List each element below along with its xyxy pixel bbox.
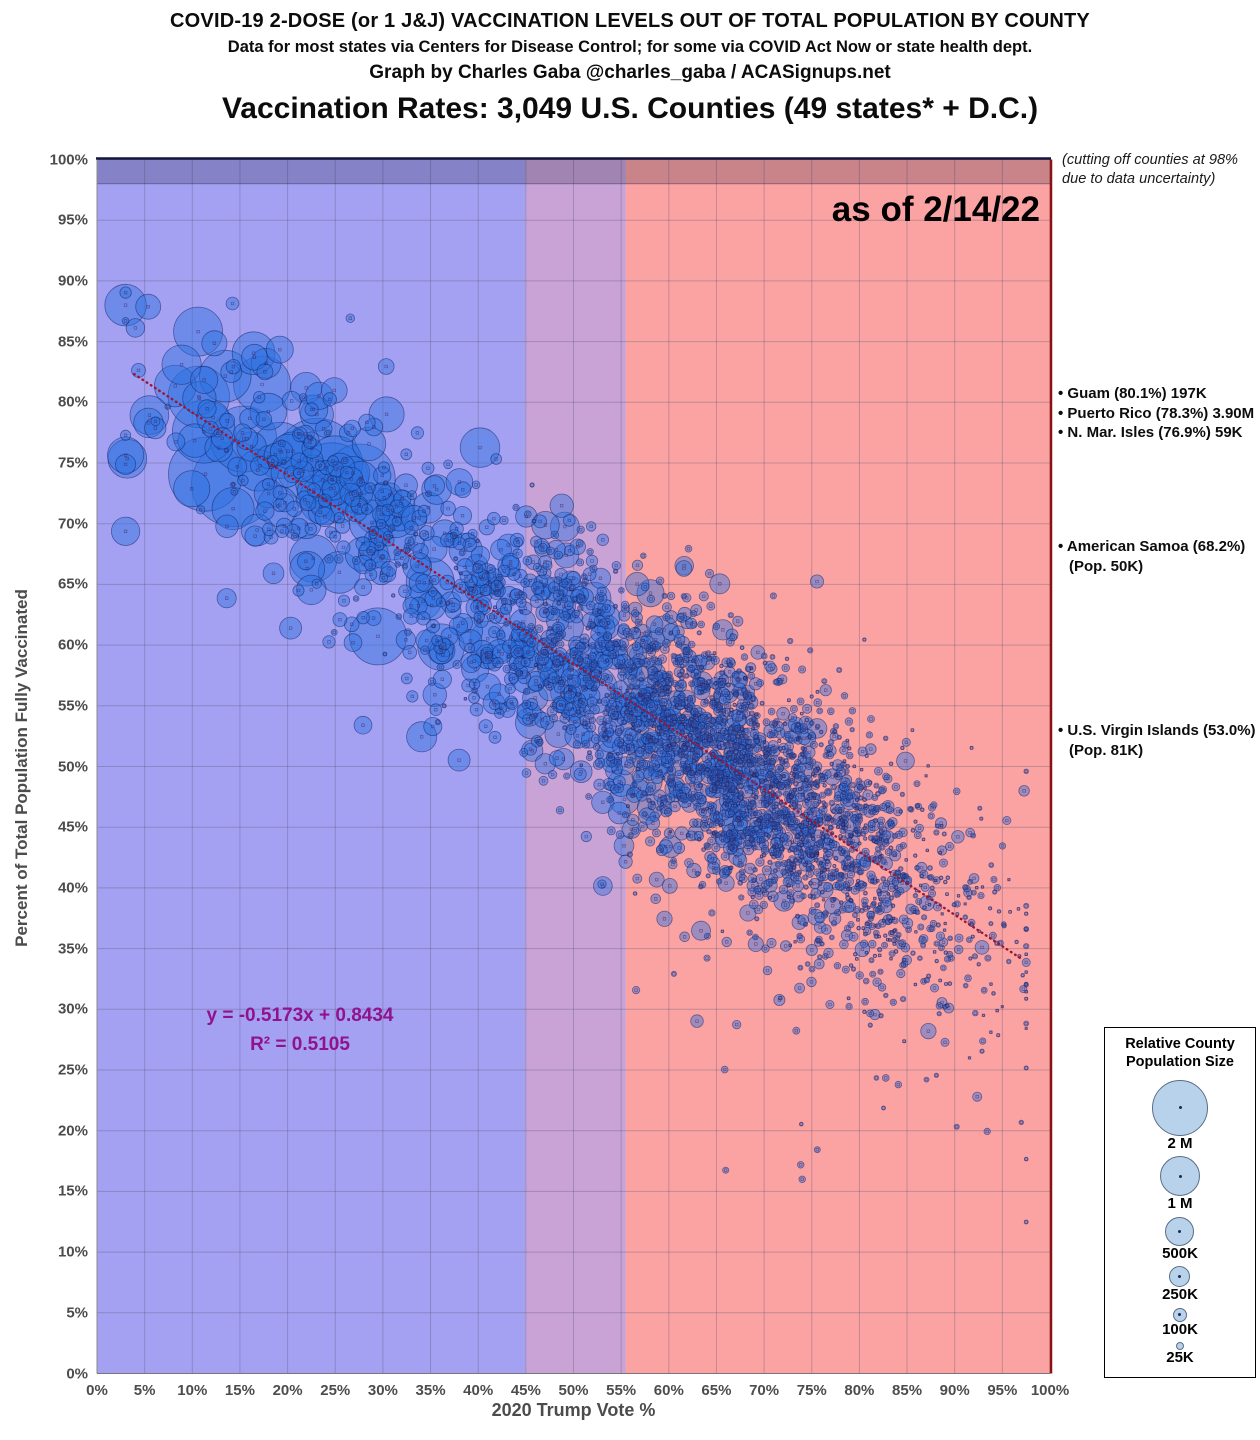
legend-item-label: 2 M	[1167, 1134, 1193, 1152]
legend-bubble-center-dot	[1178, 1313, 1182, 1317]
legend-item: 1 M	[1160, 1156, 1200, 1212]
county-bubbles	[104, 283, 1031, 1225]
x-tick-label: 85%	[892, 1382, 923, 1399]
y-tick-label: 95%	[57, 211, 88, 229]
y-tick-label: 55%	[57, 697, 88, 715]
y-tick-label: 10%	[57, 1243, 88, 1261]
legend-item: 250K	[1162, 1266, 1198, 1303]
y-tick-label: 35%	[57, 940, 88, 958]
x-tick-label: 100%	[1030, 1382, 1070, 1399]
cutoff-note: (cutting off counties at 98% due to data…	[1062, 151, 1258, 189]
cutoff-note-line2: due to data uncertainty)	[1062, 171, 1216, 187]
n-mar-isles-annotation: • N. Mar. Isles (76.9%) 59K	[1058, 424, 1243, 441]
regression-r-squared: R² = 0.5105	[250, 1034, 350, 1055]
x-tick-label: 5%	[133, 1382, 156, 1399]
legend-bubble-center-dot	[1178, 1174, 1182, 1178]
x-tick-label: 45%	[510, 1382, 541, 1399]
x-tick-label: 20%	[272, 1382, 303, 1399]
legend-bubble-center-dot	[1178, 1229, 1182, 1233]
title-line-1: COVID-19 2-DOSE (or 1 J&J) VACCINATION L…	[170, 10, 1090, 32]
x-tick-label: 35%	[415, 1382, 446, 1399]
y-tick-label: 100%	[49, 151, 88, 168]
page-title: Vaccination Rates: 3,049 U.S. Counties (…	[221, 92, 1039, 125]
legend-item: 2 M	[1152, 1079, 1208, 1152]
cutoff-band-overlay	[97, 159, 1050, 184]
title-line-3-credit: Graph by Charles Gaba @charles_gaba / AC…	[369, 62, 891, 83]
legend-bubble-icon	[1169, 1266, 1191, 1288]
y-tick-label: 80%	[57, 393, 88, 411]
legend-item: 100K	[1162, 1307, 1198, 1338]
y-tick-label: 0%	[66, 1365, 88, 1382]
american-samoa-annotation: • American Samoa (68.2%) (Pop. 50K)	[1058, 538, 1246, 575]
as-of-date-label: as of 2/14/22	[831, 190, 1040, 229]
x-tick-label: 75%	[796, 1382, 827, 1399]
legend-bubble-icon	[1152, 1079, 1208, 1136]
x-tick-label: 50%	[558, 1382, 589, 1399]
x-tick-label: 90%	[939, 1382, 970, 1399]
x-tick-label: 10%	[177, 1382, 208, 1399]
x-axis-tick-labels: 0% 5% 10% 15% 20% 25% 30% 35% 40% 45% 50% 55% 60% 65%…	[0, 1382, 1260, 1404]
legend-bubble-center-dot	[1178, 1106, 1182, 1110]
regression-label: y = -0.5173x + 0.8434 R² = 0.5105	[150, 1001, 450, 1059]
plot-border	[96, 157, 1053, 1374]
territories-annotation: • Guam (80.1%) 197K • Puerto Rico (78.3%…	[1058, 384, 1258, 443]
legend-bubble-icon	[1165, 1216, 1195, 1246]
y-tick-label: 30%	[57, 1000, 88, 1018]
x-axis-title: 2020 Trump Vote %	[491, 1400, 656, 1420]
regression-equation: y = -0.5173x + 0.8434	[206, 1005, 394, 1026]
legend-item-label: 100K	[1162, 1320, 1198, 1338]
cutoff-note-line1: (cutting off counties at 98%	[1062, 152, 1239, 168]
legend-bubble-icon	[1160, 1156, 1200, 1197]
y-tick-label: 25%	[57, 1061, 88, 1079]
x-tick-label: 25%	[320, 1382, 351, 1399]
y-tick-label: 45%	[57, 818, 88, 836]
y-tick-label: 65%	[57, 575, 88, 593]
y-tick-label: 60%	[57, 636, 88, 654]
y-tick-label: 90%	[57, 272, 88, 290]
legend-bubble-icon	[1176, 1342, 1184, 1351]
y-tick-label: 70%	[57, 515, 88, 533]
x-tick-label: 70%	[749, 1382, 780, 1399]
x-tick-label: 80%	[844, 1382, 875, 1399]
y-tick-label: 5%	[66, 1304, 88, 1322]
legend-item: 25K	[1166, 1342, 1194, 1366]
title-line-2: Data for most states via Centers for Dis…	[227, 38, 1033, 56]
blue-region-band	[97, 159, 526, 1374]
legend-title: Relative County Population Size	[1125, 1036, 1235, 1070]
y-tick-label: 50%	[57, 758, 88, 775]
y-tick-label: 40%	[57, 879, 88, 897]
legend-item: 500K	[1162, 1216, 1198, 1262]
county-point-markers	[123, 290, 1028, 1224]
legend-item-label: 25K	[1166, 1349, 1194, 1367]
x-tick-label: 0%	[86, 1382, 108, 1399]
legend-items: 2 M 1 M 500K 250K 100K 25K	[1105, 1071, 1255, 1377]
x-tick-label: 65%	[701, 1382, 732, 1399]
legend-bubble-icon	[1172, 1307, 1187, 1322]
legend-item-label: 1 M	[1167, 1195, 1193, 1213]
y-tick-label: 20%	[57, 1122, 88, 1140]
legend-item-label: 500K	[1162, 1244, 1198, 1262]
x-tick-label: 95%	[987, 1382, 1018, 1399]
x-tick-label: 15%	[224, 1382, 255, 1399]
y-axis-tick-labels: 100% 95% 90% 85% 80% 75% 70% 65% 60% 55% 50% 45% 40%…	[0, 0, 88, 1440]
usvi-annotation: • U.S. Virgin Islands (53.0%) (Pop. 81K)	[1058, 722, 1256, 759]
legend-item-label: 250K	[1162, 1286, 1198, 1304]
y-tick-label: 15%	[57, 1182, 88, 1200]
puerto-rico-annotation: • Puerto Rico (78.3%) 3.90M	[1058, 404, 1255, 422]
x-tick-label: 55%	[606, 1382, 637, 1399]
guam-annotation: • Guam (80.1%) 197K	[1058, 385, 1207, 402]
bubble-size-legend: Relative County Population Size 2 M 1 M 50…	[1104, 1027, 1256, 1378]
y-tick-label: 75%	[57, 454, 88, 472]
x-tick-label: 40%	[463, 1382, 494, 1399]
legend-bubble-center-dot	[1178, 1275, 1182, 1279]
x-tick-label: 30%	[367, 1382, 398, 1399]
x-tick-label: 60%	[653, 1382, 684, 1399]
y-tick-label: 85%	[57, 333, 88, 351]
